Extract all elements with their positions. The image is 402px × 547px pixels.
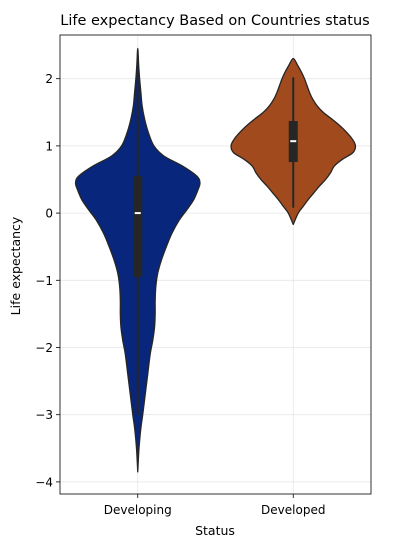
grid	[60, 35, 371, 494]
violin-developing	[74, 47, 201, 473]
violin-developed	[230, 57, 357, 226]
y-tick-label: 2	[45, 72, 53, 86]
x-axis-label: Status	[195, 523, 235, 538]
iqr-box	[133, 176, 143, 277]
x-tick-label-developed: Developed	[261, 503, 325, 517]
y-tick-label: −2	[35, 341, 53, 355]
x-tick-label-developing: Developing	[104, 503, 172, 517]
violins	[74, 47, 357, 473]
plot-frame	[59, 34, 372, 495]
y-tick-label: −1	[35, 274, 53, 288]
y-tick-label: −4	[35, 475, 53, 489]
y-axis-label: Life expectancy	[8, 216, 23, 315]
y-tick-label: 1	[45, 139, 53, 153]
chart-title: Life expectancy Based on Countries statu…	[60, 13, 370, 29]
y-tick-label: 0	[45, 207, 53, 221]
axes: −4 −3 −2 −1 0 1 2 Developing Developed	[35, 72, 325, 517]
y-tick-label: −3	[35, 408, 53, 422]
